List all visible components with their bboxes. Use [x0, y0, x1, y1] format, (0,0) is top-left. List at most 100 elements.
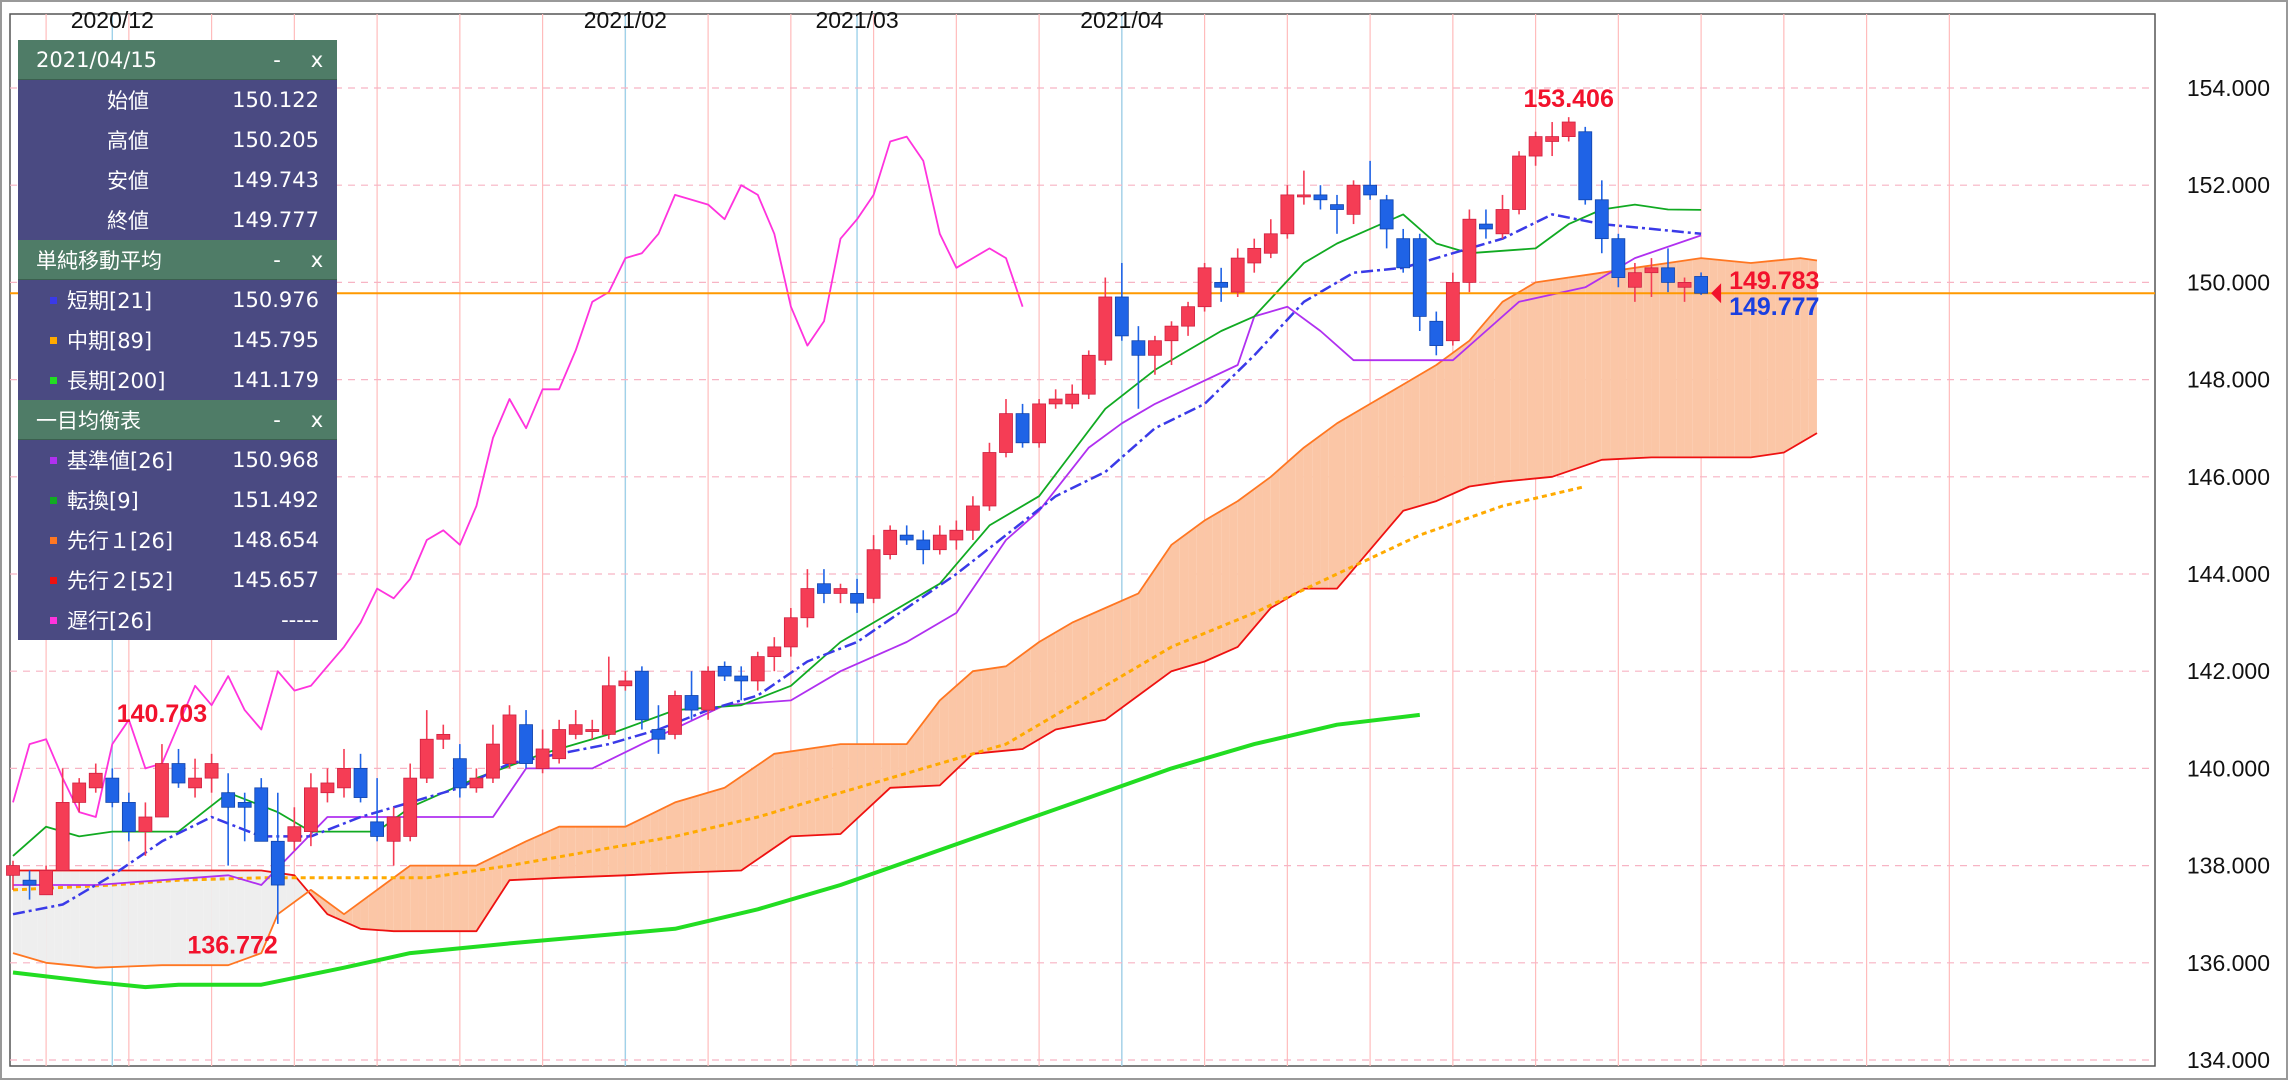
ichimoku-cloud	[997, 666, 1006, 752]
ichimoku-cloud	[732, 776, 742, 871]
ichimoku-panel-title: 一目均衡表	[36, 408, 141, 433]
ichimoku-value: 148.654	[232, 528, 319, 552]
ohlc-value: 150.122	[232, 88, 319, 112]
ichimoku-cloud	[857, 744, 866, 819]
ichimoku-cloud	[21, 870, 30, 958]
ichimoku-cloud	[1006, 660, 1015, 751]
ichimoku-cloud	[1411, 374, 1420, 509]
candle-body	[1462, 218, 1477, 283]
ichimoku-cloud	[1643, 265, 1652, 458]
candle-body	[254, 787, 269, 842]
ichimoku-cloud	[1353, 408, 1362, 570]
ichimoku-cloud	[435, 865, 444, 932]
sma-minimize-button[interactable]: -	[273, 247, 281, 272]
ichimoku-cloud	[1610, 270, 1619, 460]
span1-line	[12, 257, 1818, 969]
ichimoku-cloud	[1800, 258, 1809, 443]
sma-row-mid: 中期[89] 145.795	[18, 320, 337, 360]
ichimoku-cloud	[1593, 272, 1602, 463]
ichimoku-cloud	[1196, 520, 1205, 664]
ichimoku-cloud	[799, 748, 808, 837]
candle-body	[1280, 194, 1295, 235]
ichimoku-minimize-button[interactable]: -	[273, 407, 281, 432]
candle-body	[1131, 340, 1146, 356]
y-tick-label: 154.000	[2187, 75, 2270, 101]
candle-body	[337, 768, 351, 789]
ohlc-panel-date: 2021/04/15	[36, 47, 158, 72]
candle-body	[138, 816, 153, 832]
candle-body	[469, 777, 484, 789]
ichimoku-cloud	[1461, 340, 1470, 491]
ichimoku-cloud	[1030, 642, 1040, 745]
ichimoku-cloud	[1270, 469, 1280, 609]
candle-body	[105, 777, 120, 803]
candle-body	[1330, 204, 1344, 210]
ichimoku-cloud	[1725, 260, 1735, 458]
ichimoku-cloud	[1163, 544, 1172, 678]
ichimoku-cloud	[683, 797, 692, 873]
ichimoku-cloud	[1750, 262, 1760, 458]
candle-body	[486, 743, 500, 779]
ichimoku-cloud	[840, 744, 849, 835]
candle-body	[353, 768, 368, 798]
legend-swatch	[50, 536, 57, 544]
candle-body	[502, 714, 517, 764]
ichimoku-cloud	[104, 870, 113, 968]
ichimoku-cloud	[1734, 261, 1743, 458]
ichimoku-cloud	[1428, 365, 1437, 504]
ichimoku-cloud	[137, 870, 146, 967]
candle-body	[155, 763, 169, 818]
ichimoku-cloud	[774, 752, 783, 848]
ichimoku-cloud	[426, 865, 436, 932]
candle-body	[585, 729, 600, 732]
ma-long-line	[12, 712, 1421, 990]
ichimoku-cloud	[70, 870, 80, 967]
ichimoku-cloud	[1676, 260, 1685, 458]
kijun-line	[13, 234, 1702, 886]
candle-body	[734, 675, 749, 682]
ichimoku-cloud	[948, 685, 957, 778]
ichimoku-close-button[interactable]: x	[310, 407, 324, 432]
ichimoku-cloud	[526, 837, 535, 880]
ichimoku-cloud	[153, 870, 162, 966]
ichimoku-cloud	[1444, 352, 1453, 498]
ichimoku-cloud	[1312, 435, 1321, 589]
candle-body	[55, 802, 70, 871]
ichimoku-cloud	[401, 865, 411, 932]
ichimoku-cloud	[161, 870, 171, 966]
ohlc-label: 高値	[107, 129, 149, 153]
candle-body	[1346, 184, 1361, 215]
ichimoku-cloud	[782, 751, 791, 843]
candle-body	[1396, 238, 1411, 269]
y-tick-label: 134.000	[2187, 1047, 2270, 1073]
sma-close-button[interactable]: x	[310, 247, 324, 272]
ichimoku-cloud	[881, 744, 891, 796]
candle-body	[767, 646, 782, 658]
candle-body	[386, 816, 401, 842]
ichimoku-cloud	[1403, 379, 1412, 511]
candle-body	[999, 413, 1013, 453]
ichimoku-cloud	[716, 787, 725, 872]
ichimoku-cloud	[1742, 262, 1751, 458]
ichimoku-cloud	[1105, 604, 1114, 720]
ichimoku-cloud	[691, 795, 700, 873]
ichimoku-cloud	[600, 826, 609, 877]
ichimoku-cloud	[1113, 600, 1122, 714]
candle-body	[535, 748, 550, 769]
candle-body	[701, 670, 715, 711]
ichimoku-cloud	[1303, 441, 1313, 589]
ohlc-close-button[interactable]: x	[310, 47, 324, 72]
ohlc-value: 150.205	[232, 128, 319, 152]
price-arrow	[1711, 283, 1722, 304]
ichimoku-cloud	[741, 770, 750, 871]
ichimoku-cloud	[87, 870, 96, 968]
ichimoku-cloud	[410, 865, 419, 932]
ichimoku-cloud	[1378, 394, 1387, 540]
ichimoku-cloud	[1634, 266, 1644, 459]
month-label: 2021/03	[815, 7, 898, 33]
candle-body	[188, 777, 202, 789]
ichimoku-cloud	[567, 826, 576, 878]
ohlc-minimize-button[interactable]: -	[273, 47, 281, 72]
ichimoku-cloud	[252, 870, 262, 957]
